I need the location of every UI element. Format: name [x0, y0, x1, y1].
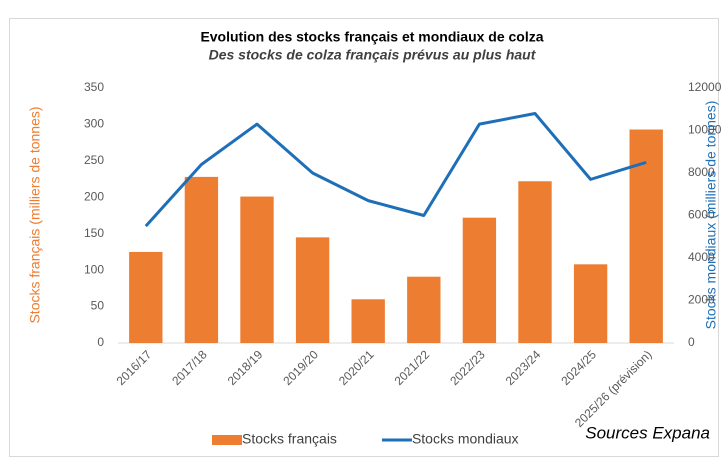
- y2-tick-label: 10000: [688, 123, 722, 137]
- y2-tick-label: 2000: [688, 293, 715, 307]
- source-note: Sources Expana: [585, 423, 710, 442]
- legend-swatch: [212, 435, 242, 445]
- y2-tick-label: 6000: [688, 208, 715, 222]
- bar: [518, 181, 552, 343]
- y2-tick-label: 12000: [688, 80, 722, 94]
- bar: [573, 264, 608, 343]
- legend-label: Stocks français: [242, 431, 337, 447]
- legend-label: Stocks mondiaux: [412, 431, 519, 447]
- bar: [295, 237, 330, 343]
- chart-frame: [9, 18, 719, 457]
- y2-tick-label: 8000: [688, 165, 715, 179]
- bar: [129, 251, 163, 343]
- y-tick-label: 300: [84, 117, 104, 131]
- bar: [462, 217, 497, 343]
- y-tick-label: 350: [84, 80, 104, 94]
- y-tick-label: 200: [84, 189, 104, 203]
- y-axis-label: Stocks français (milliers de tonnes): [27, 106, 43, 323]
- bar: [629, 129, 663, 343]
- y-tick-label: 150: [84, 226, 104, 240]
- line-series: [144, 112, 647, 228]
- y2-tick-label: 0: [688, 335, 695, 349]
- bar: [240, 196, 274, 343]
- chart-subtitle: Des stocks de colza français prévus au p…: [209, 47, 537, 63]
- y-tick-label: 250: [84, 153, 104, 167]
- bar: [407, 276, 441, 343]
- y2-axis-label: Stocks mondiaux (milliers de tonnes): [703, 101, 719, 330]
- bar: [184, 176, 219, 343]
- y-tick-label: 0: [97, 335, 104, 349]
- chart-title: Evolution des stocks français et mondiau…: [200, 29, 543, 45]
- y-tick-label: 50: [91, 299, 105, 313]
- bar: [351, 299, 385, 343]
- y-tick-label: 100: [84, 262, 104, 276]
- y2-tick-label: 4000: [688, 250, 715, 264]
